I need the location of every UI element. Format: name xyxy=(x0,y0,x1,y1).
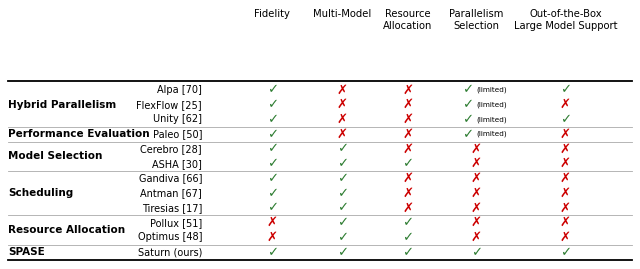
Text: ✗: ✗ xyxy=(560,187,571,200)
Text: ✗: ✗ xyxy=(267,216,278,229)
Text: ✗: ✗ xyxy=(267,231,278,244)
Text: ✓: ✓ xyxy=(267,143,278,155)
Text: ✗: ✗ xyxy=(403,98,413,111)
Text: ✓: ✓ xyxy=(560,83,571,97)
Text: Pollux [51]: Pollux [51] xyxy=(150,218,202,228)
Text: ✗: ✗ xyxy=(560,231,571,244)
Text: (limited): (limited) xyxy=(476,116,507,123)
Text: ✓: ✓ xyxy=(403,157,413,170)
Text: ✗: ✗ xyxy=(560,157,571,170)
Text: ✗: ✗ xyxy=(403,187,413,200)
Text: ✗: ✗ xyxy=(403,201,413,214)
Text: ✗: ✗ xyxy=(470,216,482,229)
Text: Fidelity: Fidelity xyxy=(254,9,290,19)
Text: ✗: ✗ xyxy=(470,172,482,185)
Text: Saturn (ours): Saturn (ours) xyxy=(138,247,202,257)
Text: ✗: ✗ xyxy=(470,157,482,170)
Text: ✓: ✓ xyxy=(470,246,482,259)
Text: Parallelism
Selection: Parallelism Selection xyxy=(449,9,503,31)
Text: ✗: ✗ xyxy=(560,216,571,229)
Text: ✓: ✓ xyxy=(267,201,278,214)
Text: FlexFlow [25]: FlexFlow [25] xyxy=(136,100,202,110)
Text: ✓: ✓ xyxy=(337,216,348,229)
Text: ✓: ✓ xyxy=(337,143,348,155)
Text: ✓: ✓ xyxy=(462,128,473,141)
Text: ✓: ✓ xyxy=(267,157,278,170)
Text: ✓: ✓ xyxy=(337,157,348,170)
Text: Cerebro [28]: Cerebro [28] xyxy=(141,144,202,154)
Text: ✗: ✗ xyxy=(403,113,413,126)
Text: ✓: ✓ xyxy=(462,98,473,111)
Text: ✓: ✓ xyxy=(337,201,348,214)
Text: Model Selection: Model Selection xyxy=(8,151,102,161)
Text: ✗: ✗ xyxy=(470,143,482,155)
Text: (limited): (limited) xyxy=(476,87,507,93)
Text: ✗: ✗ xyxy=(470,187,482,200)
Text: ✓: ✓ xyxy=(403,231,413,244)
Text: Resource
Allocation: Resource Allocation xyxy=(383,9,433,31)
Text: Performance Evaluation: Performance Evaluation xyxy=(8,129,149,139)
Text: ✓: ✓ xyxy=(267,113,278,126)
Text: ASHA [30]: ASHA [30] xyxy=(152,159,202,169)
Text: ✗: ✗ xyxy=(337,83,348,97)
Text: ✗: ✗ xyxy=(403,143,413,155)
Text: Gandiva [66]: Gandiva [66] xyxy=(139,174,202,183)
Text: ✓: ✓ xyxy=(560,246,571,259)
Text: ✗: ✗ xyxy=(337,113,348,126)
Text: ✗: ✗ xyxy=(403,128,413,141)
Text: SPASE: SPASE xyxy=(8,247,45,257)
Text: Resource Allocation: Resource Allocation xyxy=(8,225,125,235)
Text: Multi-Model: Multi-Model xyxy=(313,9,371,19)
Text: (limited): (limited) xyxy=(476,131,507,137)
Text: ✗: ✗ xyxy=(560,201,571,214)
Text: ✓: ✓ xyxy=(267,187,278,200)
Text: ✓: ✓ xyxy=(337,187,348,200)
Text: ✗: ✗ xyxy=(470,231,482,244)
Text: ✗: ✗ xyxy=(403,172,413,185)
Text: Hybrid Parallelism: Hybrid Parallelism xyxy=(8,100,116,110)
Text: ✗: ✗ xyxy=(560,98,571,111)
Text: Unity [62]: Unity [62] xyxy=(153,115,202,125)
Text: Tiresias [17]: Tiresias [17] xyxy=(141,203,202,213)
Text: ✗: ✗ xyxy=(560,172,571,185)
Text: ✗: ✗ xyxy=(337,98,348,111)
Text: ✓: ✓ xyxy=(560,113,571,126)
Text: (limited): (limited) xyxy=(476,101,507,108)
Text: ✓: ✓ xyxy=(462,83,473,97)
Text: ✗: ✗ xyxy=(470,201,482,214)
Text: ✓: ✓ xyxy=(267,98,278,111)
Text: Scheduling: Scheduling xyxy=(8,188,73,198)
Text: ✓: ✓ xyxy=(337,246,348,259)
Text: Optimus [48]: Optimus [48] xyxy=(138,232,202,242)
Text: ✓: ✓ xyxy=(267,246,278,259)
Text: ✓: ✓ xyxy=(462,113,473,126)
Text: Out-of-the-Box
Large Model Support: Out-of-the-Box Large Model Support xyxy=(513,9,617,31)
Text: ✗: ✗ xyxy=(403,83,413,97)
Text: Paleo [50]: Paleo [50] xyxy=(152,129,202,139)
Text: Alpa [70]: Alpa [70] xyxy=(157,85,202,95)
Text: ✓: ✓ xyxy=(267,172,278,185)
Text: ✓: ✓ xyxy=(403,246,413,259)
Text: ✓: ✓ xyxy=(403,216,413,229)
Text: ✗: ✗ xyxy=(560,128,571,141)
Text: ✗: ✗ xyxy=(560,143,571,155)
Text: ✓: ✓ xyxy=(337,172,348,185)
Text: ✓: ✓ xyxy=(267,128,278,141)
Text: ✓: ✓ xyxy=(337,231,348,244)
Text: Antman [67]: Antman [67] xyxy=(140,188,202,198)
Text: ✓: ✓ xyxy=(267,83,278,97)
Text: ✗: ✗ xyxy=(337,128,348,141)
